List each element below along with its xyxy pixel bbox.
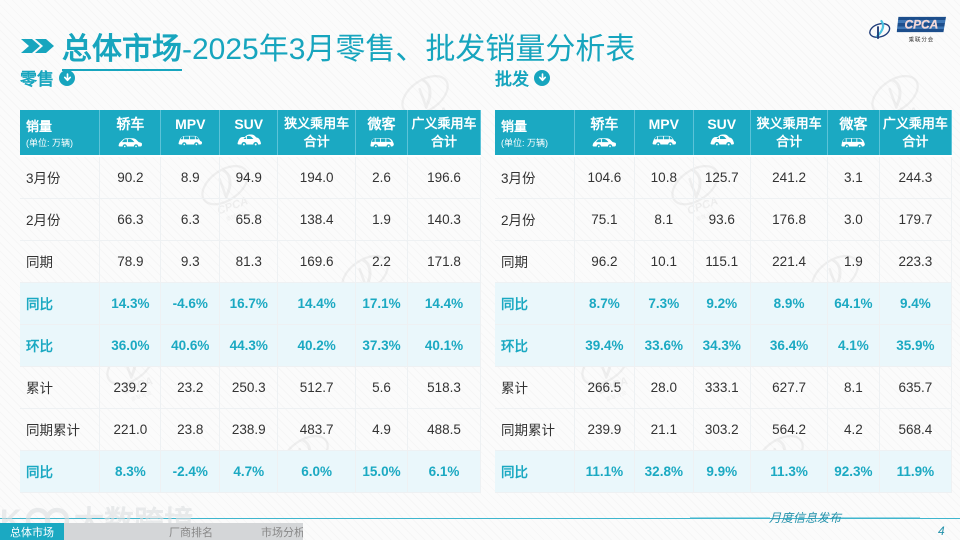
svg-text:CPCA: CPCA [904,18,938,32]
svg-text:月度信息发布: 月度信息发布 [769,511,843,525]
